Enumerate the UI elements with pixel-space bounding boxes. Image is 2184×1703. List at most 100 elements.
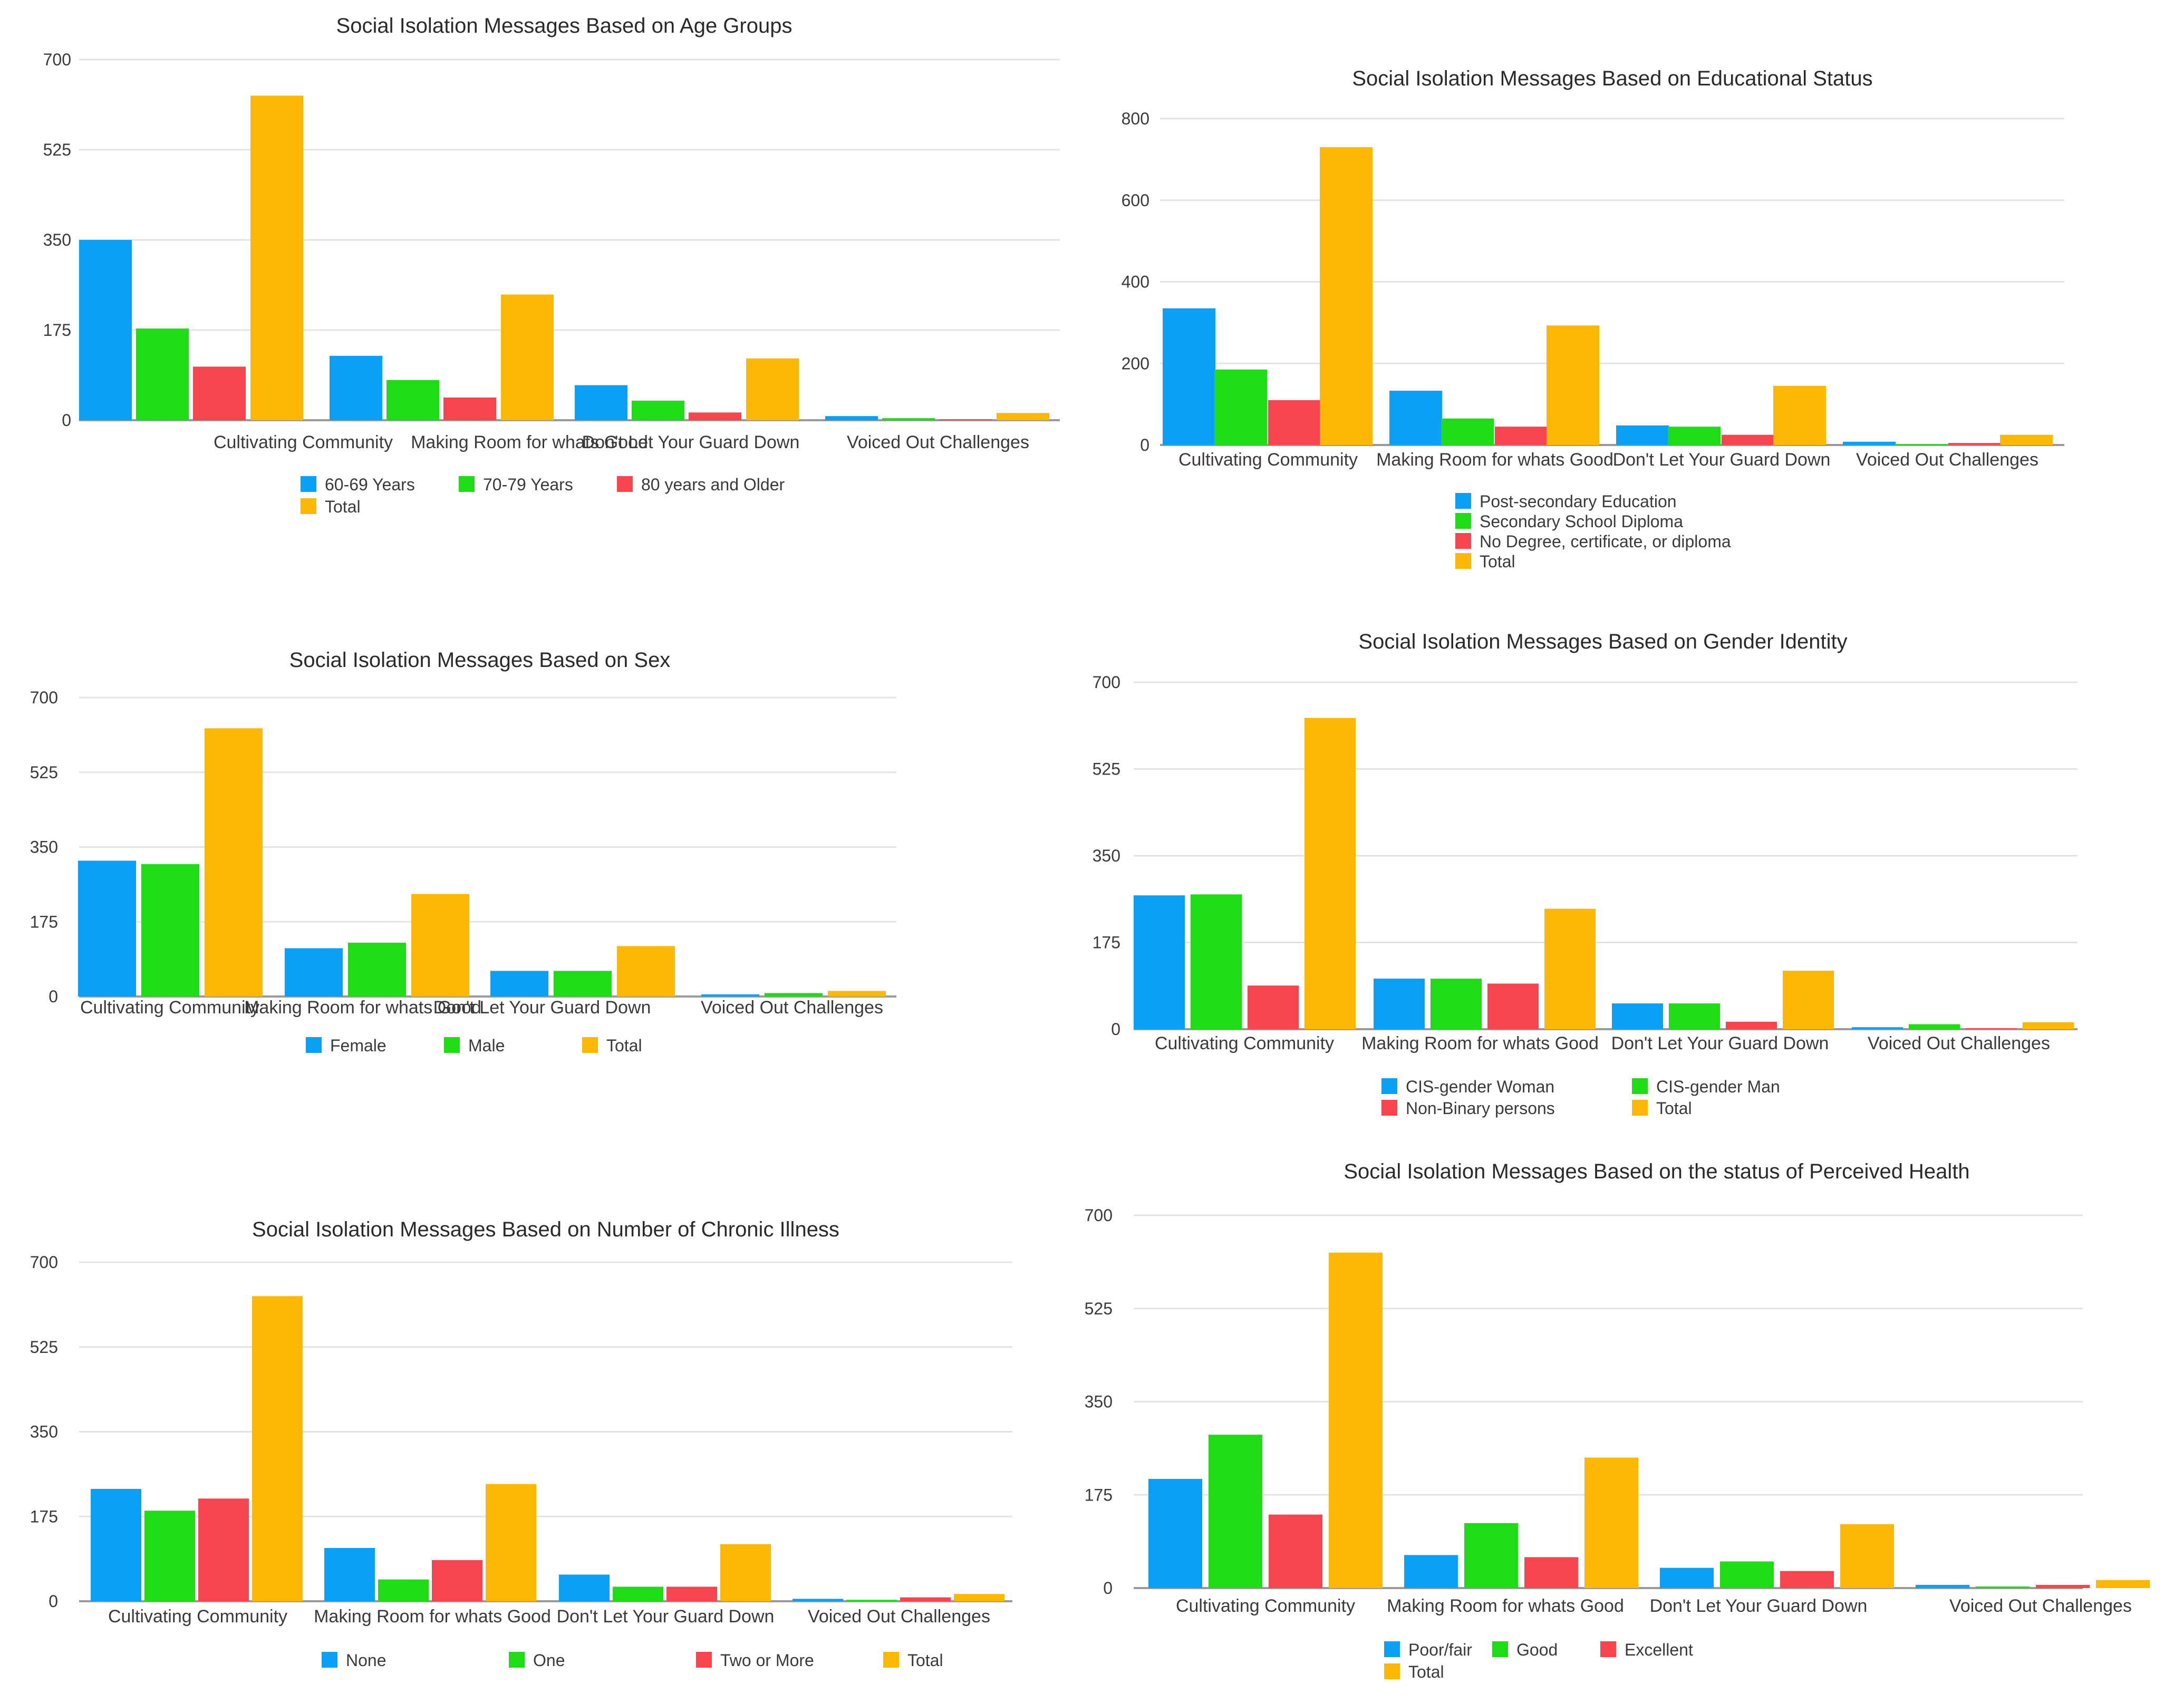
bar-total xyxy=(617,946,675,996)
x-category-label: Voiced Out Challenges xyxy=(847,432,1029,452)
y-tick-label: 700 xyxy=(30,688,58,707)
bar-total xyxy=(1320,147,1373,446)
chart-3: Social Isolation Messages Based on Sex 0 1… xyxy=(30,649,896,1055)
bar-poor-fair xyxy=(1404,1555,1458,1588)
bar-total xyxy=(997,413,1049,420)
bar-total xyxy=(954,1594,1004,1601)
bar-two-or-more xyxy=(432,1560,482,1601)
bar-cis-gender-man xyxy=(1669,1003,1720,1029)
x-category-label: Making Room for whats Good xyxy=(244,998,481,1018)
legend-label: Poor/fair xyxy=(1408,1640,1472,1659)
legend-swatch xyxy=(301,476,316,492)
y-tick-label: 700 xyxy=(43,50,71,69)
bar-cis-gender-man xyxy=(1191,894,1242,1029)
bar-total xyxy=(746,358,799,420)
x-category-label: Making Room for whats Good xyxy=(314,1607,551,1627)
bar-cis-gender-woman xyxy=(1374,979,1425,1029)
x-category-label: Voiced Out Challenges xyxy=(1868,1033,2050,1053)
bar-secondary-school-diploma xyxy=(1895,444,1947,445)
y-tick-label: 525 xyxy=(43,140,71,159)
legend-label: 70-79 Years xyxy=(483,475,573,494)
legend-label: None xyxy=(346,1651,386,1670)
bar-cis-gender-woman xyxy=(1134,895,1185,1029)
bar-female xyxy=(490,971,548,996)
chart-2: Social Isolation Messages Based on Educa… xyxy=(1122,67,2064,571)
bar-male xyxy=(348,942,406,996)
legend-swatch xyxy=(444,1037,460,1053)
y-tick-label: 525 xyxy=(30,763,58,782)
bar-60-69-years xyxy=(575,385,627,420)
legend: 60-69 Years 70-79 Years 80 years and Older… xyxy=(301,475,785,516)
bar-non-binary-persons xyxy=(1487,983,1539,1029)
bar-no-degree-certificate-or-diploma xyxy=(1722,434,1774,445)
bar-total xyxy=(250,95,303,420)
bar-cis-gender-man xyxy=(1909,1024,1960,1029)
bar-80-years-and-older xyxy=(443,398,496,420)
legend-label: CIS-gender Man xyxy=(1656,1077,1780,1096)
bar-secondary-school-diploma xyxy=(1668,427,1721,445)
x-category-label: Voiced Out Challenges xyxy=(1856,450,2038,470)
x-category-label: Don't Let Your Guard Down xyxy=(1650,1596,1868,1616)
bar-good xyxy=(1209,1435,1262,1588)
bar-one xyxy=(144,1511,195,1601)
bar-female xyxy=(78,860,136,996)
x-category-label: Voiced Out Challenges xyxy=(701,998,883,1018)
bar-70-79-years xyxy=(632,400,684,420)
y-tick-label: 700 xyxy=(1093,673,1120,692)
y-tick-label: 350 xyxy=(1085,1392,1113,1411)
bar-80-years-and-older xyxy=(689,412,741,420)
legend-swatch xyxy=(322,1652,337,1668)
y-tick-label: 525 xyxy=(30,1338,58,1357)
bar-post-secondary-education xyxy=(1389,391,1442,445)
bar-one xyxy=(846,1600,897,1601)
bar-excellent xyxy=(2036,1584,2090,1588)
y-tick-label: 0 xyxy=(49,1592,58,1611)
y-tick-label: 525 xyxy=(1093,760,1120,779)
legend-label: Male xyxy=(468,1036,505,1055)
x-category-label: Making Room for whats Good xyxy=(1361,1033,1599,1053)
bar-post-secondary-education xyxy=(1616,425,1669,445)
bar-secondary-school-diploma xyxy=(1214,369,1267,445)
y-tick-label: 0 xyxy=(1103,1579,1113,1598)
bar-male xyxy=(141,864,199,996)
legend-swatch xyxy=(1632,1078,1648,1094)
x-category-label: Don't Let Your Guard Down xyxy=(433,998,651,1018)
bar-post-secondary-education xyxy=(1163,308,1215,445)
y-tick-label: 175 xyxy=(1085,1485,1113,1504)
x-category-label: Cultivating Community xyxy=(1178,450,1358,470)
legend-swatch xyxy=(1455,533,1471,549)
bar-total xyxy=(1329,1252,1383,1588)
y-tick-label: 700 xyxy=(1085,1206,1113,1225)
bar-cis-gender-woman xyxy=(1612,1003,1663,1029)
legend-label: Total xyxy=(907,1651,943,1670)
chart-1: Social Isolation Messages Based on Age G… xyxy=(43,14,1060,516)
bar-total xyxy=(252,1296,303,1601)
bar-excellent xyxy=(1269,1514,1322,1588)
legend-label: Post-secondary Education xyxy=(1480,492,1677,511)
y-tick-label: 175 xyxy=(43,321,71,340)
y-tick-label: 525 xyxy=(1085,1299,1113,1318)
y-tick-label: 0 xyxy=(1111,1020,1120,1039)
bar-excellent xyxy=(1780,1571,1834,1588)
bar-none xyxy=(793,1599,843,1601)
chart-title: Social Isolation Messages Based on Educa… xyxy=(1352,67,1872,90)
bar-male xyxy=(554,971,612,996)
legend-label: Two or More xyxy=(720,1651,814,1670)
bar-total xyxy=(720,1544,771,1601)
bar-poor-fair xyxy=(1660,1567,1714,1588)
legend-label: Total xyxy=(606,1036,642,1055)
bar-secondary-school-diploma xyxy=(1441,418,1494,445)
legend-label: 80 years and Older xyxy=(641,475,785,494)
bar-total xyxy=(2023,1022,2074,1029)
bar-male xyxy=(765,993,823,996)
x-category-label: Don't Let Your Guard Down xyxy=(1611,1033,1829,1053)
chart-title: Social Isolation Messages Based on Numbe… xyxy=(252,1218,839,1241)
x-category-label: Making Room for whats Good xyxy=(1387,1596,1624,1616)
legend-swatch xyxy=(509,1652,525,1668)
y-tick-label: 175 xyxy=(1093,933,1120,952)
y-tick-label: 800 xyxy=(1122,109,1149,128)
bar-two-or-more xyxy=(198,1498,249,1601)
x-category-label: Don't Let Your Guard Down xyxy=(557,1607,775,1627)
bar-80-years-and-older xyxy=(193,366,246,420)
chart-6: Social Isolation Messages Based on the s… xyxy=(1085,1160,2150,1681)
